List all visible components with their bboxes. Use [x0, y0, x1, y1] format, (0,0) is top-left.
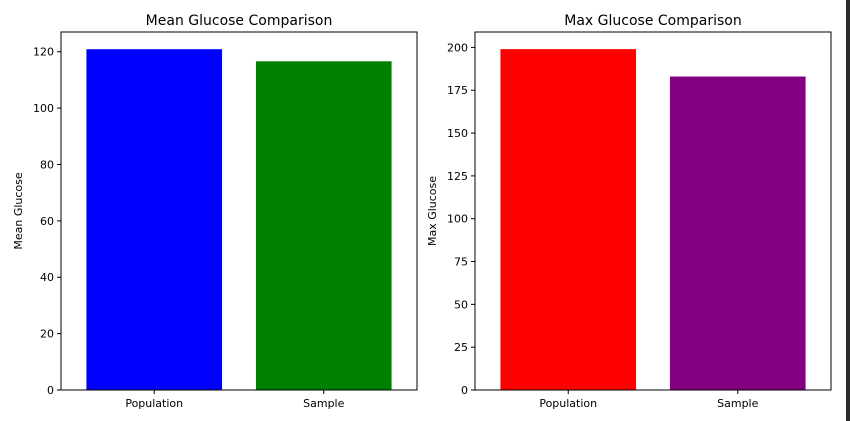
- max-bar-sample: [669, 76, 806, 390]
- mean-ytick-label: 60: [40, 215, 54, 228]
- max-ytick-label: 100: [447, 213, 468, 226]
- max-ytick-label: 175: [447, 84, 468, 97]
- max-ytick-label: 75: [454, 256, 468, 269]
- max-ylabel: Max Glucose: [426, 176, 439, 246]
- max-ytick-label: 50: [454, 298, 468, 311]
- max-ytick-label: 200: [447, 41, 468, 54]
- max-chart-title: Max Glucose Comparison: [564, 13, 741, 29]
- mean-chart-title: Mean Glucose Comparison: [146, 13, 333, 29]
- max-ytick-label: 0: [461, 384, 468, 397]
- mean-axes-frame: [60, 31, 418, 391]
- max-xtick-label: Sample: [717, 397, 758, 410]
- mean-bar-sample: [255, 61, 392, 391]
- mean-ytick-label: 40: [40, 271, 54, 284]
- max-ytick-label: 125: [447, 170, 468, 183]
- mean-ytick-label: 120: [33, 46, 54, 59]
- mean-ytick-label: 80: [40, 158, 54, 171]
- mean-ytick-label: 20: [40, 328, 54, 341]
- max-axes-frame: [474, 31, 832, 391]
- max-xtick-label: Population: [539, 397, 597, 410]
- mean-bar-population: [86, 49, 223, 390]
- mean-ylabel: Mean Glucose: [12, 172, 25, 250]
- max-ytick-label: 25: [454, 341, 468, 354]
- mean-xtick-label: Population: [125, 397, 183, 410]
- max-ytick-label: 150: [447, 127, 468, 140]
- mean-ytick-label: 0: [47, 384, 54, 397]
- mean-xtick-label: Sample: [303, 397, 344, 410]
- max-bar-population: [500, 49, 637, 391]
- mean-ytick-label: 100: [33, 102, 54, 115]
